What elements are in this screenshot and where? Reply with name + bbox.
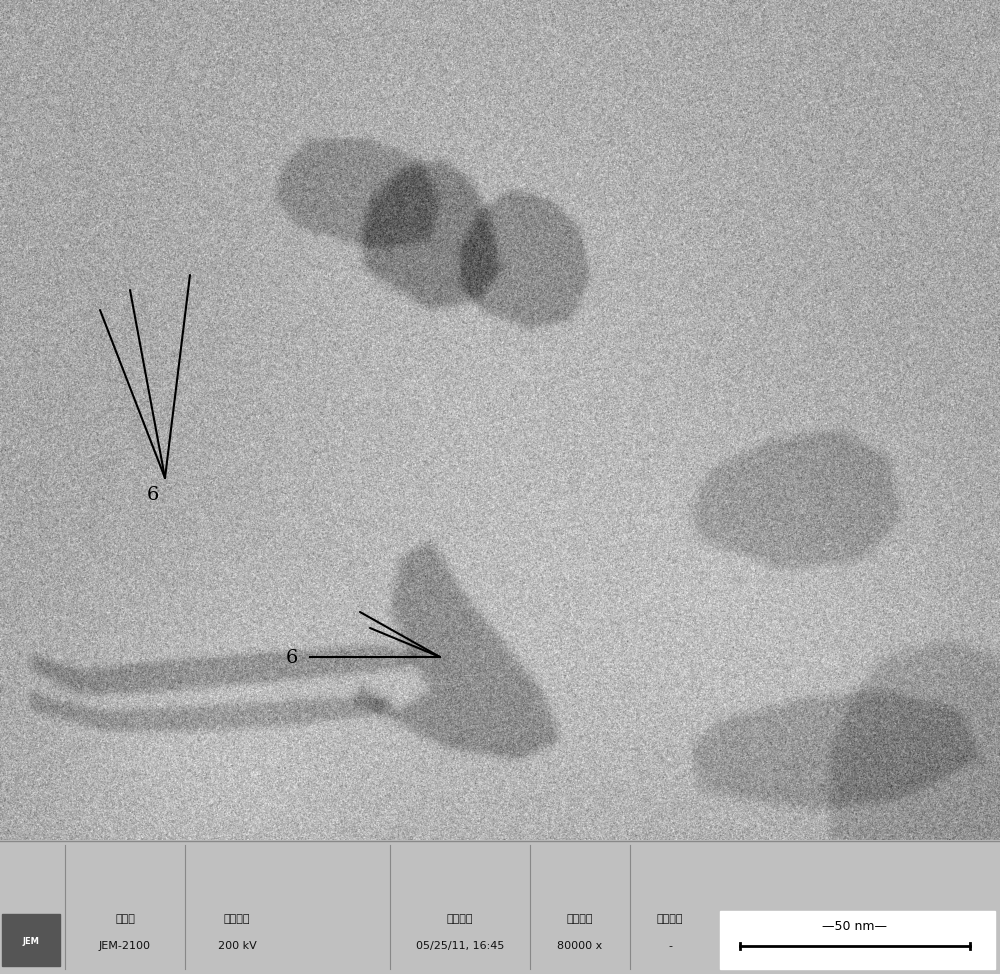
Bar <box>2 914 60 966</box>
Text: 6: 6 <box>286 649 298 667</box>
Text: 相机长度: 相机长度 <box>657 914 683 924</box>
Text: JEM-2100: JEM-2100 <box>99 941 151 951</box>
Text: —50 nm—: —50 nm— <box>822 919 888 932</box>
Text: 采集日期: 采集日期 <box>447 914 473 924</box>
Text: 200 kV: 200 kV <box>218 941 256 951</box>
Text: JEM: JEM <box>23 936 39 946</box>
Text: 80000 x: 80000 x <box>557 941 603 951</box>
Bar <box>720 911 995 969</box>
Text: 放大倍率: 放大倍率 <box>567 914 593 924</box>
Text: -: - <box>668 941 672 951</box>
Text: 显微镜: 显微镜 <box>115 914 135 924</box>
Text: 加速电压: 加速电压 <box>224 914 250 924</box>
Text: 05/25/11, 16:45: 05/25/11, 16:45 <box>416 941 504 951</box>
Text: 6: 6 <box>147 486 159 504</box>
